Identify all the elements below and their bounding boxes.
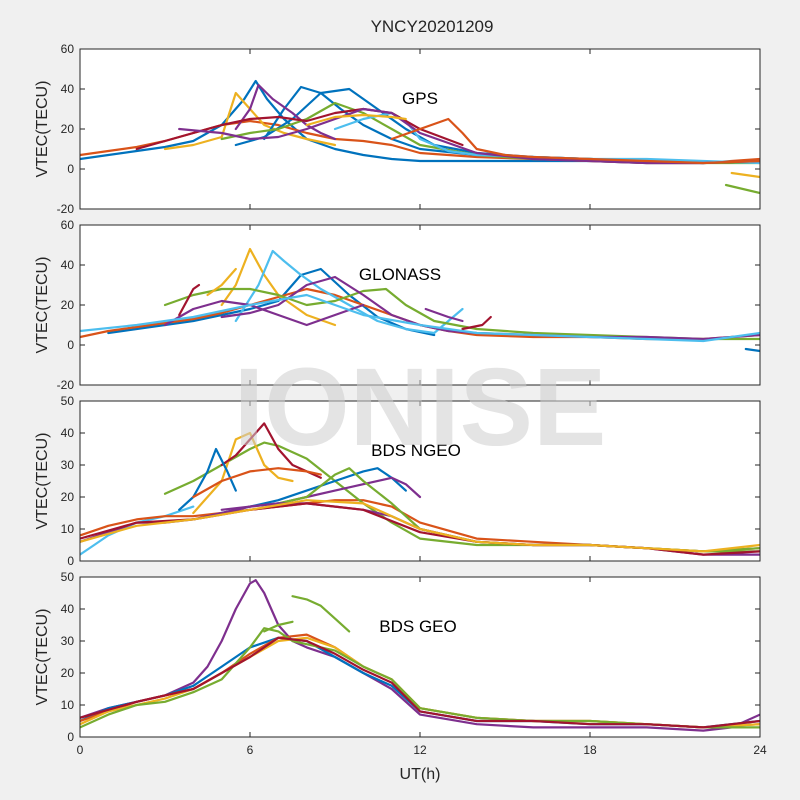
- y-tick-label: 0: [67, 338, 74, 352]
- x-tick-label: 24: [753, 743, 767, 757]
- y-axis-label: VTEC(TECU): [34, 81, 51, 178]
- series-line-12: [80, 293, 760, 343]
- series-group: [80, 247, 760, 353]
- panel-bds-ngeo: 50 40 30 20 10 0 VTEC(TECU) BDS NGEO: [34, 394, 761, 568]
- panel-label: GPS: [402, 89, 438, 108]
- series-line-13: [724, 183, 760, 195]
- x-tick-label: 6: [247, 743, 254, 757]
- y-tick-label: 30: [61, 458, 75, 472]
- series-line-2: [220, 247, 337, 327]
- y-axis-label: VTEC(TECU): [34, 609, 51, 706]
- series-line-12: [80, 499, 760, 553]
- panel-glonass: 60 40 20 0 -20 VTEC(TECU) GLONASS: [34, 218, 761, 392]
- figure-title: YNCY20201209: [371, 17, 494, 36]
- y-tick-label: 40: [61, 258, 75, 272]
- y-tick-label: 0: [67, 162, 74, 176]
- series-line-6: [192, 467, 322, 499]
- panel-label: BDS NGEO: [371, 441, 461, 460]
- y-tick-label: 20: [61, 298, 75, 312]
- panel-label: BDS GEO: [379, 617, 456, 636]
- y-tick-label: 20: [61, 666, 75, 680]
- series-line-3: [234, 249, 464, 335]
- panel-label: GLONASS: [359, 265, 441, 284]
- y-tick-label: 20: [61, 490, 75, 504]
- series-line-7: [178, 283, 201, 317]
- y-tick-label: 60: [61, 218, 75, 232]
- y-tick-label: 50: [61, 570, 75, 584]
- y-axis-label: VTEC(TECU): [34, 257, 51, 354]
- panel-bds-geo: 50 40 30 20 10 00 6 12 18 24 VTEC(TECU) BDS GEO: [34, 570, 767, 757]
- y-tick-label: 10: [61, 522, 75, 536]
- x-tick-label: 18: [583, 743, 597, 757]
- series-line-4: [163, 287, 760, 341]
- y-tick-label: 20: [61, 122, 75, 136]
- series-line-4: [80, 627, 760, 729]
- series-line-12: [730, 171, 760, 179]
- y-tick-label: 0: [67, 730, 74, 744]
- series-line-10: [206, 267, 237, 297]
- plot-area: [80, 225, 760, 385]
- y-tick-label: -20: [57, 202, 75, 216]
- series-line-7: [333, 111, 760, 165]
- y-tick-label: 0: [67, 554, 74, 568]
- y-tick-label: 40: [61, 82, 75, 96]
- watermark: IONISE: [234, 346, 607, 469]
- plot-area: [80, 577, 760, 737]
- series-group: [80, 79, 760, 195]
- y-tick-label: -20: [57, 378, 75, 392]
- series-line-5: [178, 447, 237, 511]
- series-line-11: [305, 113, 407, 127]
- x-axis-label: UT(h): [400, 766, 441, 783]
- series-group: [80, 422, 760, 556]
- y-tick-label: 60: [61, 42, 75, 56]
- series-line-7: [80, 636, 760, 729]
- series-line-11: [744, 347, 760, 353]
- panel-gps: 60 40 20 0 -20 VTEC(TECU) GPS: [34, 42, 761, 216]
- y-tick-label: 40: [61, 602, 75, 616]
- x-tick-label: 12: [413, 743, 427, 757]
- series-group: [80, 579, 760, 732]
- series-line-9: [424, 307, 464, 323]
- series-line-6: [263, 620, 294, 633]
- y-tick-label: 30: [61, 634, 75, 648]
- y-axis-label: VTEC(TECU): [34, 433, 51, 530]
- series-line-5: [234, 83, 337, 141]
- series-line-10: [390, 117, 760, 165]
- x-tick-label: 0: [77, 743, 84, 757]
- y-tick-label: 50: [61, 394, 75, 408]
- y-tick-label: 10: [61, 698, 75, 712]
- y-tick-label: 40: [61, 426, 75, 440]
- series-line-8: [461, 315, 492, 331]
- series-line-5: [291, 595, 351, 633]
- series-line-9: [178, 107, 760, 165]
